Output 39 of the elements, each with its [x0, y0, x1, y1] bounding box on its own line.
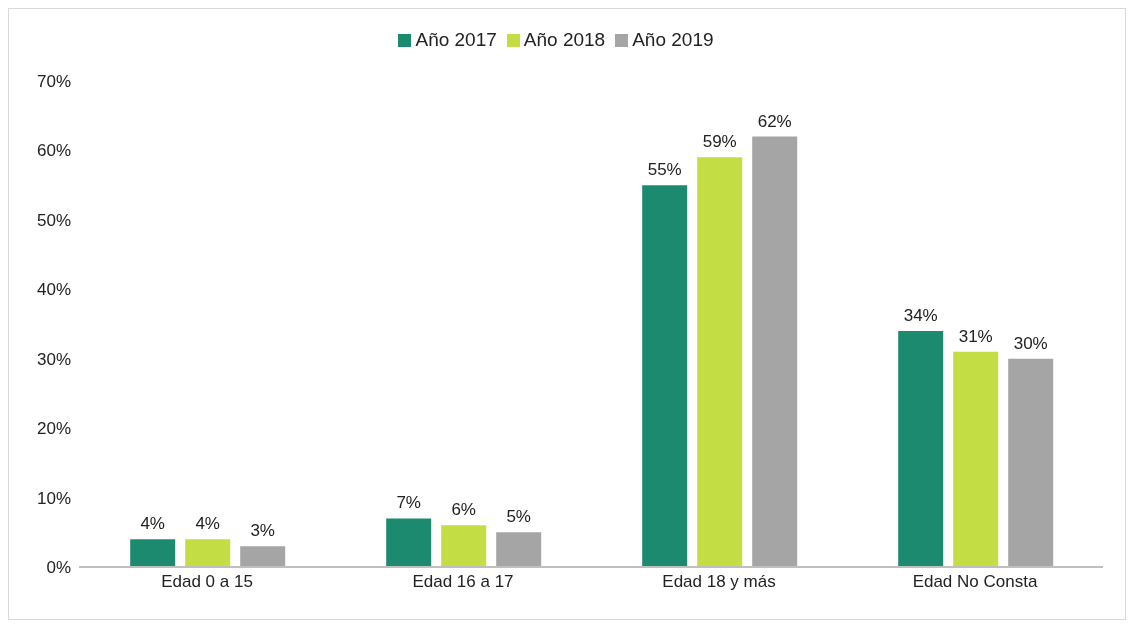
data-label: 59%: [702, 132, 737, 152]
data-label: 6%: [451, 500, 476, 520]
legend-label: Año 2019: [632, 29, 714, 50]
data-label: 62%: [757, 111, 792, 131]
bar: [240, 546, 286, 567]
bar: [953, 351, 999, 567]
data-label: 55%: [647, 160, 682, 180]
y-tick-label: 60%: [36, 141, 71, 161]
x-tick-label: Edad No Consta: [912, 572, 1038, 592]
bar: [1008, 358, 1054, 567]
y-tick-label: 70%: [36, 72, 71, 92]
legend-label: Año 2017: [415, 29, 497, 50]
x-tick-label: Edad 16 a 17: [412, 572, 514, 592]
bar: [130, 539, 176, 567]
y-tick-label: 10%: [36, 488, 71, 508]
bar: [697, 157, 743, 567]
data-label: 31%: [958, 326, 993, 346]
y-tick-label: 30%: [36, 349, 71, 369]
data-label: 34%: [903, 305, 938, 325]
y-tick-label: 0%: [46, 558, 71, 578]
x-tick-label: Edad 18 y más: [662, 572, 776, 592]
bar: [185, 539, 231, 567]
y-tick-label: 40%: [36, 280, 71, 300]
bar: [386, 518, 432, 567]
data-label: 5%: [506, 507, 531, 527]
data-label: 3%: [250, 521, 275, 541]
y-tick-label: 20%: [36, 419, 71, 439]
bar: [752, 136, 798, 567]
bar: [496, 532, 542, 567]
legend-label: Año 2018: [523, 29, 606, 50]
data-label: 30%: [1013, 333, 1048, 353]
bar: [642, 185, 688, 567]
data-label: 4%: [195, 514, 220, 534]
data-label: 4%: [140, 514, 165, 534]
data-label: 7%: [396, 493, 421, 513]
bar: [898, 330, 944, 567]
x-tick-label: Edad 0 a 15: [161, 572, 253, 592]
bar: [441, 525, 487, 567]
y-tick-label: 50%: [36, 210, 71, 230]
